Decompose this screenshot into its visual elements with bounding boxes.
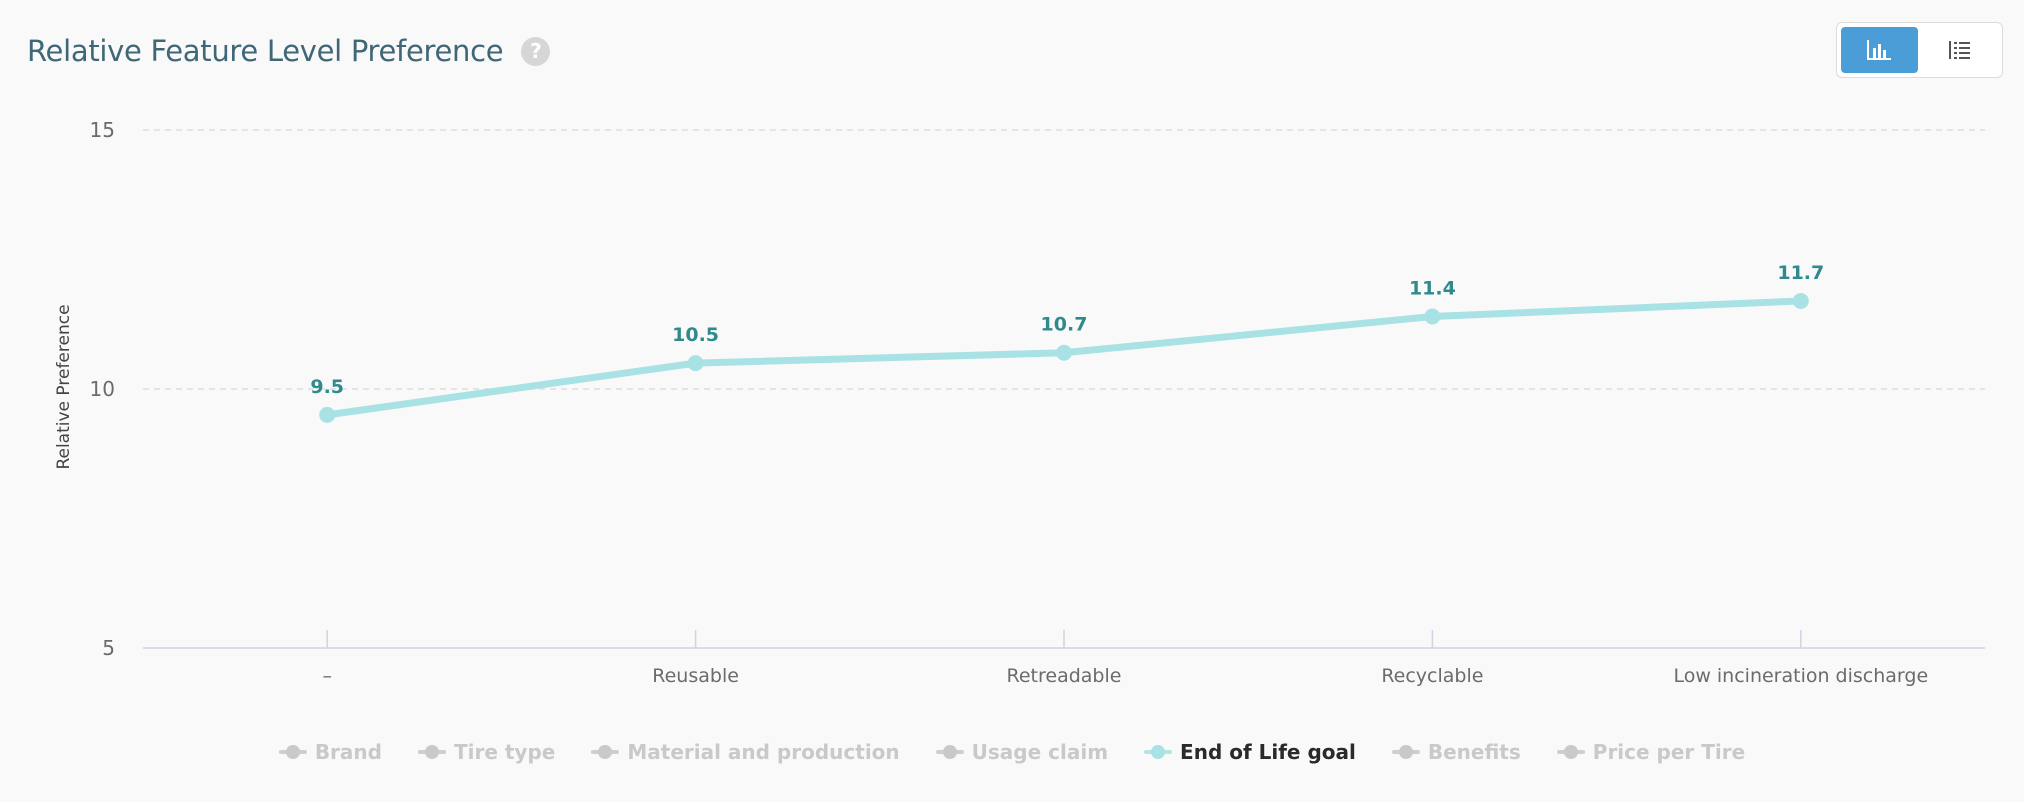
y-tick-label: 15 xyxy=(90,118,115,142)
legend-symbol-icon xyxy=(278,745,307,759)
legend-item[interactable]: Brand xyxy=(278,740,382,764)
x-tick-label: Recyclable xyxy=(1381,665,1483,687)
page-title: Relative Feature Level Preference xyxy=(27,34,504,68)
legend-label: Tire type xyxy=(453,740,556,764)
legend-item[interactable]: End of Life goal xyxy=(1144,740,1356,764)
legend-item[interactable]: Usage claim xyxy=(935,740,1109,764)
data-point xyxy=(1792,292,1809,309)
legend-symbol-icon xyxy=(1144,745,1173,759)
data-label: 9.5 xyxy=(310,376,344,398)
legend-label: Usage claim xyxy=(971,740,1109,764)
table-view-button[interactable] xyxy=(1922,27,1999,73)
x-tick-label: Retreadable xyxy=(1007,665,1122,687)
data-label: 11.7 xyxy=(1777,262,1824,284)
data-label: 10.5 xyxy=(672,324,719,346)
legend-label: Material and production xyxy=(627,740,900,764)
data-point xyxy=(1424,308,1441,325)
legend-label: End of Life goal xyxy=(1180,740,1356,764)
legend-label: Benefits xyxy=(1427,740,1521,764)
data-point xyxy=(687,355,704,372)
y-tick-label: 10 xyxy=(90,377,115,401)
legend-symbol-icon xyxy=(935,745,964,759)
chart-view-button[interactable] xyxy=(1841,27,1918,73)
chart-title-row: Relative Feature Level Preference ? xyxy=(27,34,551,68)
x-tick-label: Reusable xyxy=(652,665,739,687)
legend-symbol-icon xyxy=(591,745,620,759)
data-point xyxy=(1056,344,1072,361)
legend-label: Brand xyxy=(314,740,382,764)
data-label: 10.7 xyxy=(1041,314,1088,336)
x-tick-label: Low incineration discharge xyxy=(1673,665,1928,687)
legend-symbol-icon xyxy=(417,745,446,759)
bar-chart-icon xyxy=(1867,40,1892,60)
legend-symbol-icon xyxy=(1391,745,1420,759)
data-label: 11.4 xyxy=(1409,277,1456,299)
legend-item[interactable]: Tire type xyxy=(417,740,556,764)
table-list-icon xyxy=(1948,41,1970,59)
data-point xyxy=(319,406,336,423)
x-tick-label: – xyxy=(322,665,332,687)
legend-item[interactable]: Material and production xyxy=(591,740,900,764)
legend-symbol-icon xyxy=(1556,745,1585,759)
legend-item[interactable]: Benefits xyxy=(1391,740,1521,764)
legend-item[interactable]: Price per Tire xyxy=(1556,740,1746,764)
view-toggle xyxy=(1836,22,2003,78)
chart-legend: Brand Tire type Material and production Usa… xyxy=(0,740,2024,764)
help-icon[interactable]: ? xyxy=(521,36,551,66)
y-tick-label: 5 xyxy=(102,636,115,660)
legend-label: Price per Tire xyxy=(1592,740,1746,764)
y-axis-title: Relative Preference xyxy=(54,304,74,469)
